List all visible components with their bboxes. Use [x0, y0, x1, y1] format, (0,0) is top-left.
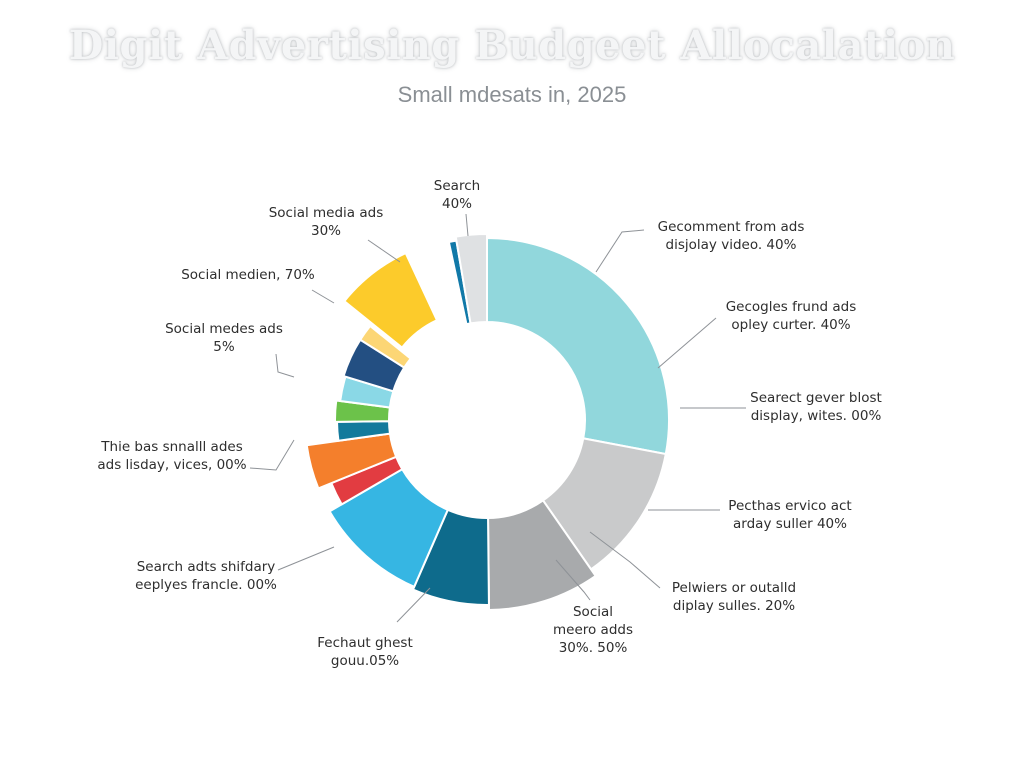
slice-label-line: opley curter. 40% — [731, 317, 850, 333]
slice-label-2: Social media ads 30% — [269, 205, 384, 239]
pie-slice-13 — [342, 251, 439, 349]
pie-slice-1 — [486, 236, 670, 456]
slice-label-4: Social medes ads 5% — [165, 321, 283, 355]
slice-label-9: Pelwiers or outalld diplay sulles. 20% — [672, 580, 796, 614]
slice-label-13: Gecomment from ads disjolay video. 40% — [658, 219, 805, 253]
slice-label-line: Fechaut ghest — [317, 635, 412, 651]
leader-line-13 — [595, 229, 645, 273]
slice-label-10: Pecthas ervico act arday suller 40% — [728, 498, 851, 532]
leader-line-8 — [555, 559, 591, 601]
chart-title: Digit Advertising Budgeet Allocalation — [68, 22, 956, 69]
slice-label-1: Search 40% — [434, 178, 480, 212]
chart-subtitle: Small mdesats in, 2025 — [397, 82, 627, 107]
chart-slices — [305, 227, 670, 611]
slice-label-line: display, wites. 00% — [751, 408, 882, 424]
slice-label-line: Social — [573, 604, 613, 620]
chart-labels: Search 40% Social media ads 30% Social medie… — [97, 178, 881, 669]
slice-label-line: diplay sulles. 20% — [673, 598, 795, 614]
slice-label-line: arday suller 40% — [733, 516, 847, 532]
leader-line-7 — [396, 587, 431, 623]
slice-label-line: Social media ads — [269, 205, 384, 221]
pie-slice-16 — [454, 232, 488, 325]
slice-label-11: Searect gever blost display, wites. 00% — [750, 390, 882, 424]
slice-label-line: ads lisday, vices, 00% — [97, 457, 246, 473]
slice-label-line: Social medes ads — [165, 321, 283, 337]
leader-line-1 — [465, 213, 469, 237]
slice-label-line: Gecomment from ads — [658, 219, 805, 235]
slice-label-8: Social meero adds 30%. 50% — [553, 604, 633, 656]
leader-line-5 — [249, 439, 295, 471]
slice-label-line: 30% — [311, 223, 341, 239]
leader-line-3 — [311, 289, 335, 304]
slice-label-line: Social medien, 70% — [181, 267, 315, 283]
slice-label-line: 5% — [213, 339, 235, 355]
slice-label-line: Thie bas snnalll ades — [100, 439, 242, 455]
slice-label-line: 40% — [442, 196, 472, 212]
pie-slice-12 — [358, 324, 413, 369]
leader-line-4 — [275, 353, 295, 378]
pie-slice-5 — [328, 467, 450, 589]
slice-label-line: eeplyes francle. 00% — [135, 577, 277, 593]
slice-label-line: Searect gever blost — [750, 390, 882, 406]
slice-label-line: Search adts shifdary — [137, 559, 276, 575]
slice-label-7: Fechaut ghest gouu.05% — [317, 635, 412, 669]
slice-label-line: gouu.05% — [331, 653, 399, 669]
leader-line-6 — [277, 546, 335, 571]
slice-label-line: meero adds — [553, 622, 633, 638]
slice-label-line: Pecthas ervico act — [728, 498, 851, 514]
slice-label-6: Search adts shifdary eeplyes francle. 00% — [135, 559, 277, 593]
slice-label-12: Gecogles frund ads opley curter. 40% — [726, 299, 857, 333]
slice-label-3: Social medien, 70% — [181, 267, 315, 283]
slice-label-line: Gecogles frund ads — [726, 299, 857, 315]
slice-label-5: Thie bas snnalll ades ads lisday, vices, … — [97, 439, 246, 473]
slice-label-line: 30%. 50% — [559, 640, 628, 656]
chart-leader-lines — [249, 213, 746, 623]
leader-line-12 — [657, 317, 717, 369]
leader-line-9 — [589, 531, 661, 589]
slice-label-line: Search — [434, 178, 480, 194]
slice-label-line: disjolay video. 40% — [666, 237, 797, 253]
slice-label-line: Pelwiers or outalld — [672, 580, 796, 596]
pie-slice-3 — [487, 499, 598, 611]
leader-line-2 — [367, 239, 401, 263]
